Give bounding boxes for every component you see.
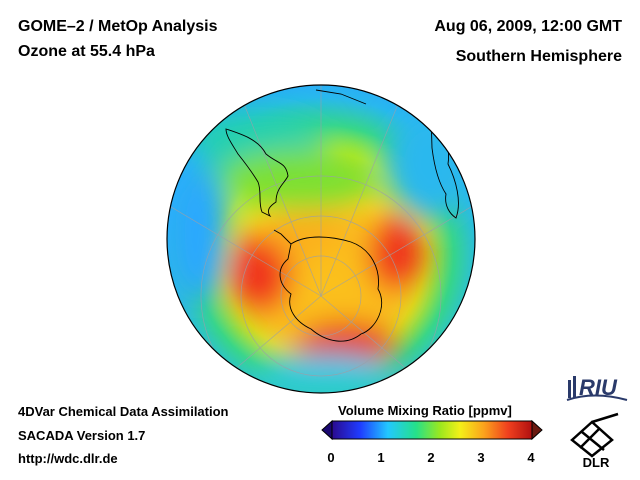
ozone-globe-map [166, 84, 476, 394]
colorbar-gradient [331, 420, 533, 440]
colorbar-max-arrow [531, 419, 543, 441]
riu-logo: RIU [566, 375, 628, 401]
coastlines [225, 89, 459, 342]
antarctica-outline [279, 236, 383, 342]
footer-version: SACADA Version 1.7 [18, 428, 146, 443]
colorbar-tick-3: 3 [477, 450, 485, 465]
dlr-logo: DLR [570, 412, 619, 470]
hemisphere-label: Southern Hemisphere [455, 48, 622, 65]
footer-assimilation: 4DVar Chemical Data Assimilation [18, 404, 229, 419]
dlr-logo-text: DLR [583, 455, 610, 470]
colorbar-tick-2: 2 [427, 450, 435, 465]
globe-border [166, 84, 476, 394]
colorbar-tick-4: 4 [527, 450, 535, 465]
colorbar-tick-1: 1 [377, 450, 385, 465]
colorbar-min-arrow [321, 419, 333, 441]
colorbar-title: Volume Mixing Ratio [ppmv] [338, 403, 512, 418]
continent-edge-top [315, 89, 367, 105]
riu-logo-text: RIU [579, 375, 618, 400]
antarctic-peninsula [273, 229, 292, 245]
map-subtitle: Ozone at 55.4 hPa [18, 43, 155, 60]
south-america-outline [225, 128, 289, 218]
date-time-label: Aug 06, 2009, 12:00 GMT [434, 18, 622, 35]
footer-url[interactable]: http://wdc.dlr.de [18, 451, 118, 466]
colorbar [321, 419, 543, 441]
map-title: GOME–2 / MetOp Analysis [18, 18, 218, 35]
colorbar-tick-0: 0 [327, 450, 335, 465]
